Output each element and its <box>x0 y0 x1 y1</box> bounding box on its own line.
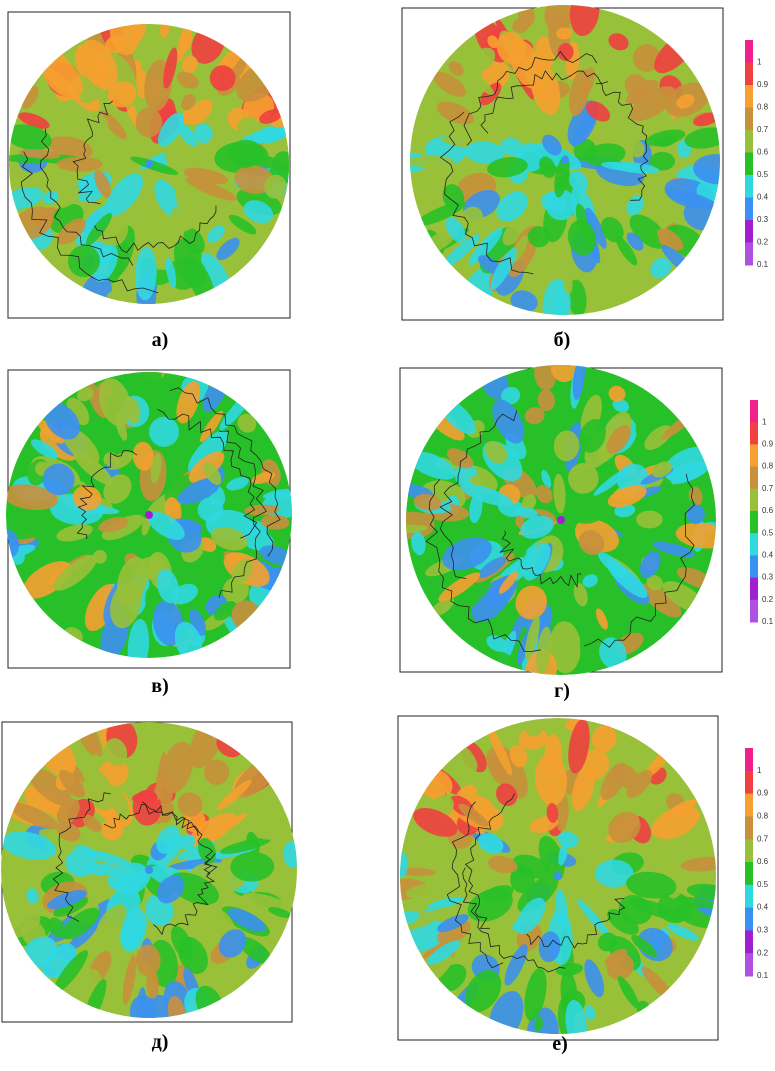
colorbar: 1 0.9 0.8 0.7 0.6 0.5 0.4 0.3 0.2 0.1 <box>745 748 769 980</box>
colorbar-tick-label: 1 <box>757 58 762 67</box>
colorbar-segment <box>750 467 758 490</box>
colorbar-tick-label: 0.4 <box>757 903 769 912</box>
map-panel: в) <box>0 348 311 697</box>
colorbar-tick-label: 0.9 <box>757 80 769 89</box>
colorbar-segment <box>745 816 753 839</box>
colorbar-tick-label: 0.1 <box>762 617 774 626</box>
map-center <box>557 516 565 524</box>
colorbar-tick-label: 0.8 <box>762 462 774 471</box>
colorbar-tick-label: 0.6 <box>757 857 769 866</box>
map-patch <box>636 511 663 529</box>
map-center <box>561 156 569 164</box>
colorbar-segment <box>745 748 753 771</box>
panel-label: б) <box>554 329 571 351</box>
colorbar-tick-label: 1 <box>762 417 767 426</box>
colorbar-tick-label: 0.7 <box>757 125 769 134</box>
colorbar-segment <box>745 885 753 908</box>
colorbar-segment <box>745 243 753 266</box>
colorbar-tick-label: 0.2 <box>757 238 769 247</box>
colorbar-segment <box>745 771 753 794</box>
map-center <box>145 160 153 168</box>
colorbar-segment <box>745 153 753 176</box>
colorbar-segment <box>745 40 753 63</box>
colorbar-tick-label: 0.4 <box>757 193 769 202</box>
map-center <box>145 866 153 874</box>
map-panel: д) <box>0 709 301 1053</box>
colorbar-tick-label: 0.5 <box>757 170 769 179</box>
map-patch <box>57 157 103 172</box>
colorbar-segment <box>745 220 753 243</box>
colorbar-segment <box>745 930 753 953</box>
colorbar-segment <box>750 600 758 623</box>
colorbar-tick-label: 0.2 <box>757 948 769 957</box>
colorbar-tick-label: 0.1 <box>757 260 769 269</box>
colorbar-tick-label: 0.9 <box>757 789 769 798</box>
colorbar-tick-label: 0.2 <box>762 595 774 604</box>
colorbar: 1 0.9 0.8 0.7 0.6 0.5 0.4 0.3 0.2 0.1 <box>750 400 774 626</box>
map-patch <box>556 27 572 39</box>
panel-label: в) <box>151 675 168 697</box>
colorbar-segment <box>750 555 758 578</box>
colorbar-segment <box>750 444 758 467</box>
colorbar-segment <box>750 533 758 556</box>
colorbar-tick-label: 0.4 <box>762 551 774 560</box>
colorbar-tick-label: 0.3 <box>757 926 769 935</box>
colorbar-segment <box>745 794 753 817</box>
colorbar-segment <box>745 108 753 131</box>
colorbar-tick-label: 0.1 <box>757 971 769 980</box>
map-center <box>554 872 562 880</box>
colorbar-tick-label: 0.6 <box>762 506 774 515</box>
colorbar-tick-label: 0.5 <box>762 528 774 537</box>
colorbar-tick-label: 0.6 <box>757 148 769 157</box>
colorbar-segment <box>745 130 753 153</box>
colorbar-segment <box>750 578 758 601</box>
colorbar-tick-label: 0.7 <box>757 834 769 843</box>
colorbar-tick-label: 1 <box>757 766 762 775</box>
colorbar-tick-label: 0.3 <box>757 215 769 224</box>
figure: а) б) в) г) д) е) 1 0.9 0.8 0.7 0.6 0.5 0.4 0.3 0.2 0.1… <box>0 0 775 1071</box>
colorbar-tick-label: 0.9 <box>762 440 774 449</box>
panel-label: г) <box>554 680 570 702</box>
map-panel: г) <box>390 353 732 702</box>
panel-label: д) <box>152 1031 169 1053</box>
colorbar-segment <box>745 839 753 862</box>
map-center <box>145 511 153 519</box>
colorbar-tick-label: 0.7 <box>762 484 774 493</box>
colorbar: 1 0.9 0.8 0.7 0.6 0.5 0.4 0.3 0.2 0.1 <box>745 40 769 269</box>
panel-label: е) <box>552 1033 568 1055</box>
colorbar-tick-label: 0.8 <box>757 812 769 821</box>
colorbar-tick-label: 0.8 <box>757 103 769 112</box>
colorbar-segment <box>750 422 758 445</box>
colorbar-segment <box>745 63 753 86</box>
map-patch <box>136 108 163 138</box>
colorbar-segment <box>745 198 753 221</box>
colorbar-segment <box>745 862 753 885</box>
colorbar-segment <box>745 175 753 198</box>
colorbar-tick-label: 0.5 <box>757 880 769 889</box>
colorbar-tick-label: 0.3 <box>762 573 774 582</box>
colorbar-segment <box>745 953 753 976</box>
colorbar-segment <box>750 400 758 423</box>
map-panel: а) <box>0 7 309 351</box>
colorbar-segment <box>745 85 753 108</box>
map-panel: е) <box>375 715 734 1060</box>
colorbar-segment <box>745 908 753 931</box>
panel-label: а) <box>152 329 169 351</box>
colorbar-segment <box>750 511 758 534</box>
colorbar-segment <box>750 489 758 512</box>
map-panel: б) <box>396 0 745 351</box>
